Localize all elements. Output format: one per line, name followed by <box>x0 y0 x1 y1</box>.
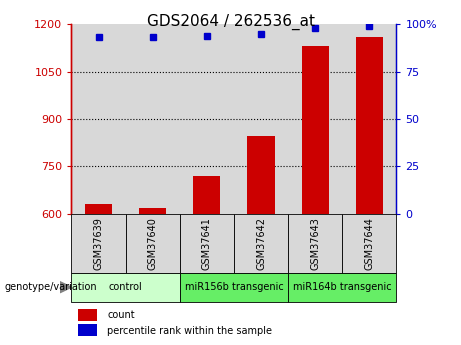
FancyBboxPatch shape <box>342 214 396 273</box>
Text: GSM37640: GSM37640 <box>148 217 158 270</box>
Text: GSM37644: GSM37644 <box>364 217 374 270</box>
FancyBboxPatch shape <box>180 273 288 302</box>
Polygon shape <box>60 282 71 293</box>
FancyBboxPatch shape <box>234 214 288 273</box>
FancyBboxPatch shape <box>180 214 234 273</box>
FancyBboxPatch shape <box>288 214 342 273</box>
FancyBboxPatch shape <box>288 273 396 302</box>
FancyBboxPatch shape <box>71 214 125 273</box>
Text: GSM37641: GSM37641 <box>202 217 212 270</box>
Bar <box>248 136 275 214</box>
Bar <box>301 46 329 214</box>
Bar <box>78 324 97 336</box>
Text: miR164b transgenic: miR164b transgenic <box>293 282 391 292</box>
Text: miR156b transgenic: miR156b transgenic <box>184 282 284 292</box>
Text: GSM37643: GSM37643 <box>310 217 320 270</box>
Text: genotype/variation: genotype/variation <box>5 282 97 292</box>
Bar <box>193 176 220 214</box>
Bar <box>78 309 97 321</box>
Text: GSM37639: GSM37639 <box>94 217 104 270</box>
FancyBboxPatch shape <box>71 273 180 302</box>
Bar <box>139 208 166 214</box>
Text: GSM37642: GSM37642 <box>256 217 266 270</box>
Text: count: count <box>107 310 135 320</box>
Text: control: control <box>109 282 142 292</box>
Bar <box>85 204 112 214</box>
Text: percentile rank within the sample: percentile rank within the sample <box>107 326 272 335</box>
Text: GDS2064 / 262536_at: GDS2064 / 262536_at <box>147 14 314 30</box>
Bar <box>356 37 383 214</box>
FancyBboxPatch shape <box>125 214 180 273</box>
